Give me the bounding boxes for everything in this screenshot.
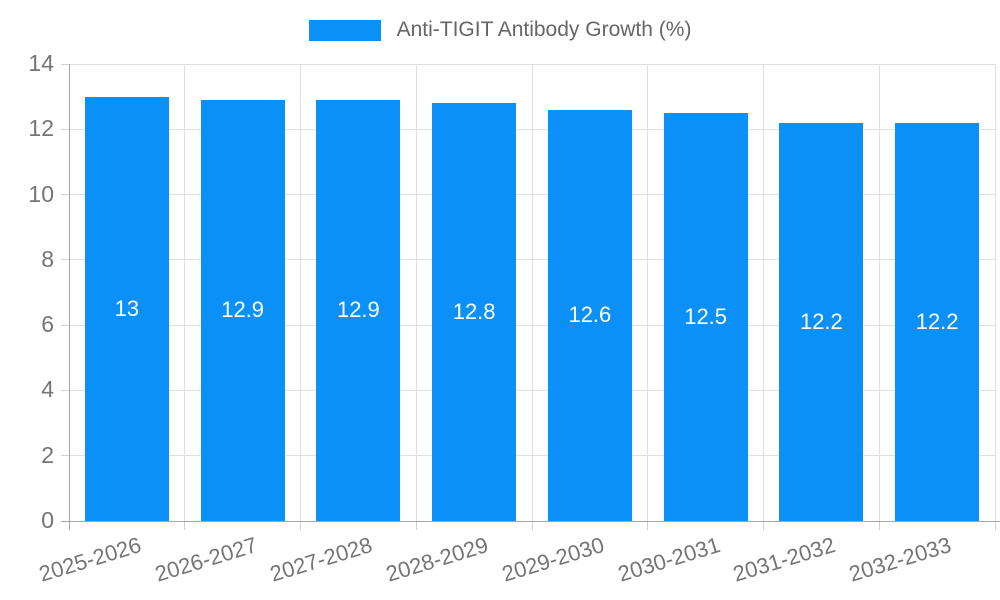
legend-color-swatch bbox=[308, 19, 381, 41]
y-tick-mark bbox=[61, 389, 69, 391]
bar bbox=[316, 99, 401, 521]
y-tick-label: 14 bbox=[28, 50, 54, 76]
bar bbox=[895, 122, 980, 521]
x-tick-mark bbox=[647, 521, 649, 530]
y-tick-label: 6 bbox=[41, 311, 54, 338]
bar-value-label: 12.9 bbox=[221, 297, 265, 323]
x-tick-mark bbox=[415, 521, 417, 530]
bar-value-label: 12.2 bbox=[799, 308, 843, 334]
y-axis-line bbox=[68, 64, 70, 530]
bar bbox=[200, 99, 285, 521]
bar-value-label: 12.2 bbox=[915, 308, 959, 334]
y-tick-mark bbox=[61, 128, 69, 130]
y-tick-label: 12 bbox=[28, 115, 54, 142]
x-tick-mark bbox=[878, 521, 880, 530]
x-gridline bbox=[531, 64, 533, 521]
bar-value-label: 12.9 bbox=[336, 297, 380, 323]
x-gridline bbox=[300, 64, 301, 521]
bar bbox=[84, 96, 169, 521]
x-gridline bbox=[994, 64, 996, 521]
y-tick-mark bbox=[61, 259, 69, 261]
x-tick-mark bbox=[300, 521, 301, 530]
x-gridline bbox=[184, 64, 186, 521]
y-tick-label: 8 bbox=[41, 245, 54, 272]
bar bbox=[779, 122, 864, 521]
bar bbox=[663, 112, 748, 521]
bar-value-label: 13 bbox=[114, 295, 140, 321]
legend-label: Anti-TIGIT Antibody Growth (%) bbox=[396, 18, 692, 41]
bar bbox=[547, 109, 632, 521]
y-tick-label: 10 bbox=[28, 180, 54, 207]
y-tick-label: 2 bbox=[41, 441, 54, 468]
x-gridline bbox=[647, 64, 649, 521]
x-tick-mark bbox=[763, 521, 764, 530]
x-axis-line bbox=[61, 520, 1000, 522]
x-gridline bbox=[878, 64, 880, 521]
x-tick-mark bbox=[531, 521, 533, 530]
y-tick-mark bbox=[61, 63, 69, 65]
bar-value-label: 12.6 bbox=[568, 302, 612, 328]
x-tick-mark bbox=[994, 521, 996, 530]
x-gridline bbox=[415, 64, 417, 521]
y-tick-mark bbox=[61, 455, 69, 457]
bar-value-label: 12.8 bbox=[452, 299, 496, 325]
y-tick-mark bbox=[61, 324, 69, 326]
y-tick-mark bbox=[61, 194, 69, 196]
x-gridline bbox=[763, 64, 764, 521]
y-tick-label: 4 bbox=[41, 376, 54, 403]
y-tick-label: 0 bbox=[41, 507, 54, 533]
bar bbox=[432, 103, 517, 521]
x-tick-mark bbox=[184, 521, 186, 530]
bar-value-label: 12.5 bbox=[684, 303, 728, 329]
legend-item[interactable]: Anti-TIGIT Antibody Growth (%) bbox=[0, 18, 1000, 42]
